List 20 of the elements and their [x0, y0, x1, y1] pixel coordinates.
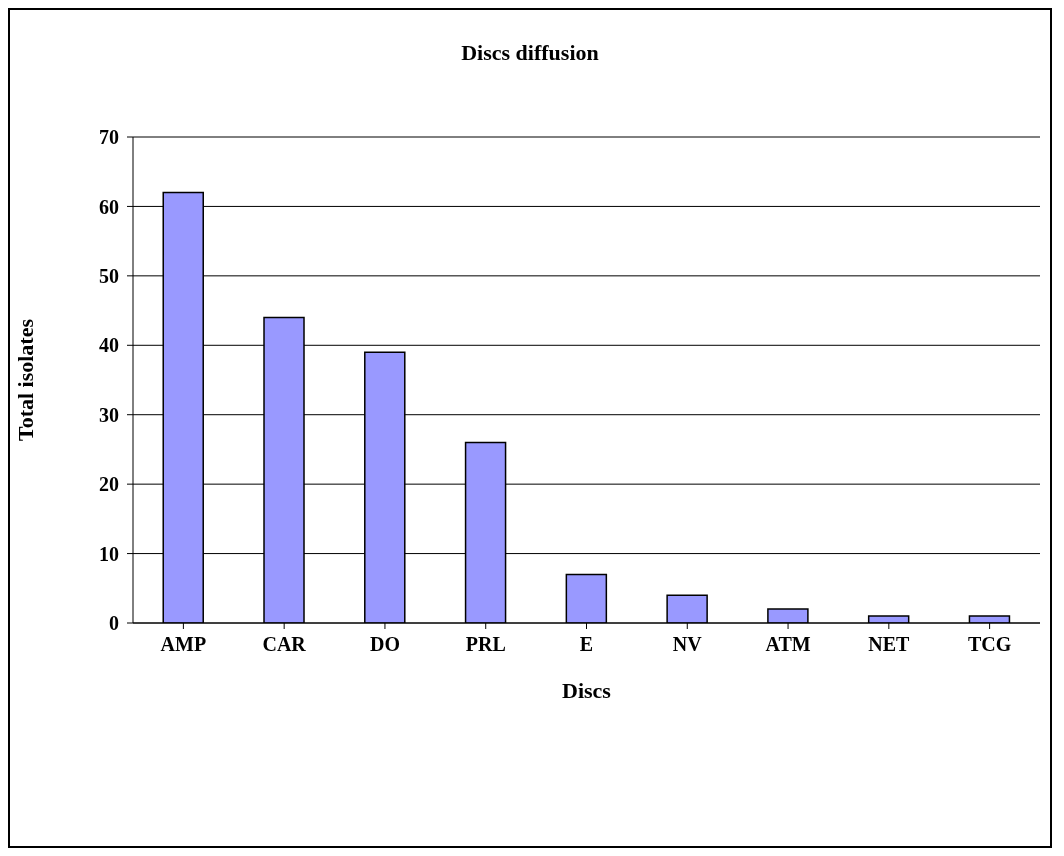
x-tick-label: CAR: [262, 633, 307, 656]
y-tick-label: 20: [99, 473, 119, 496]
x-tick-label: DO: [369, 633, 400, 656]
y-tick-label: 60: [99, 195, 119, 218]
y-tick-label: 40: [99, 334, 119, 357]
chart-title: Discs diffusion: [460, 40, 600, 66]
y-tick-label: 50: [99, 264, 119, 287]
x-tick-label: E: [579, 633, 594, 656]
x-tick-label: TCG: [967, 633, 1012, 656]
y-tick-label: 10: [99, 542, 119, 565]
y-tick-label: 30: [99, 403, 119, 426]
x-tick-label: AMP: [160, 633, 207, 656]
x-tick-label: NET: [868, 633, 911, 656]
x-axis-title: Discs: [562, 678, 612, 703]
x-tick-label: NV: [672, 633, 703, 656]
y-tick-label: 0: [109, 612, 119, 635]
y-tick-label: 70: [99, 126, 119, 149]
x-tick-label: PRL: [465, 633, 506, 656]
x-tick-label: ATM: [765, 633, 811, 656]
y-axis-title: Total isolates: [12, 318, 38, 442]
